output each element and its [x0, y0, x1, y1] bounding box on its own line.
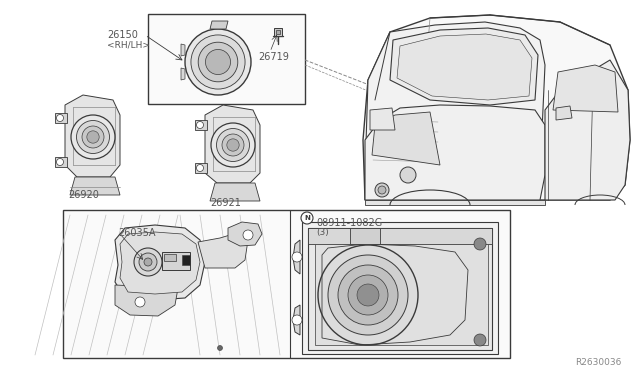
Circle shape	[216, 128, 250, 161]
Bar	[55, 157, 67, 167]
Circle shape	[144, 258, 152, 266]
Polygon shape	[365, 105, 545, 200]
Circle shape	[71, 115, 115, 159]
Polygon shape	[556, 106, 572, 120]
Text: 26719: 26719	[258, 52, 289, 62]
Polygon shape	[372, 112, 440, 165]
Bar	[195, 120, 207, 130]
Circle shape	[328, 255, 408, 335]
Text: 26920: 26920	[68, 190, 99, 200]
Polygon shape	[397, 34, 532, 100]
Circle shape	[56, 115, 63, 122]
Text: <RH/LH>: <RH/LH>	[107, 40, 150, 49]
Polygon shape	[120, 232, 200, 294]
Text: N: N	[304, 215, 310, 221]
Circle shape	[348, 275, 388, 315]
Circle shape	[191, 35, 245, 89]
Polygon shape	[228, 222, 262, 246]
Circle shape	[139, 253, 157, 271]
Polygon shape	[210, 183, 260, 201]
Bar	[55, 113, 67, 123]
Polygon shape	[70, 177, 120, 195]
Circle shape	[218, 346, 223, 350]
Polygon shape	[181, 68, 185, 80]
Text: 26035A: 26035A	[118, 228, 156, 238]
Text: 26150: 26150	[107, 30, 138, 40]
Circle shape	[301, 212, 313, 224]
Circle shape	[357, 284, 379, 306]
Polygon shape	[181, 44, 185, 56]
Polygon shape	[210, 21, 228, 29]
Circle shape	[135, 297, 145, 307]
Circle shape	[474, 238, 486, 250]
Circle shape	[198, 42, 238, 82]
Circle shape	[222, 134, 244, 156]
Bar	[276, 30, 280, 34]
Polygon shape	[300, 220, 500, 355]
Polygon shape	[65, 95, 120, 177]
Bar	[164, 254, 176, 261]
Circle shape	[77, 121, 109, 154]
Circle shape	[292, 315, 302, 325]
Text: 26921: 26921	[210, 198, 241, 208]
Circle shape	[400, 167, 416, 183]
Polygon shape	[363, 15, 630, 200]
Bar	[162, 252, 190, 270]
Circle shape	[134, 248, 162, 276]
Text: R2630036: R2630036	[575, 358, 621, 367]
Circle shape	[378, 186, 386, 194]
Polygon shape	[293, 240, 300, 274]
Text: (3): (3)	[316, 228, 329, 237]
Bar	[148, 14, 305, 104]
Polygon shape	[365, 200, 545, 205]
Bar	[182, 255, 190, 265]
Circle shape	[474, 334, 486, 346]
Circle shape	[185, 29, 251, 95]
Circle shape	[56, 158, 63, 166]
Text: 08911-1082G: 08911-1082G	[316, 218, 382, 228]
Bar	[195, 163, 207, 173]
Circle shape	[338, 265, 398, 325]
Polygon shape	[370, 108, 395, 130]
Polygon shape	[315, 244, 488, 345]
Polygon shape	[553, 65, 618, 112]
Circle shape	[227, 139, 239, 151]
Circle shape	[82, 126, 104, 148]
Bar	[308, 228, 492, 244]
Polygon shape	[293, 305, 300, 335]
Circle shape	[243, 230, 253, 240]
Polygon shape	[115, 285, 178, 316]
Circle shape	[196, 164, 204, 171]
Circle shape	[292, 252, 302, 262]
Polygon shape	[545, 60, 630, 200]
Circle shape	[87, 131, 99, 143]
Polygon shape	[308, 228, 492, 350]
Bar	[350, 228, 380, 244]
Bar	[302, 222, 498, 354]
Polygon shape	[115, 225, 205, 300]
Circle shape	[196, 122, 204, 128]
Polygon shape	[205, 105, 260, 183]
Bar	[274, 28, 282, 36]
Polygon shape	[365, 22, 545, 175]
Circle shape	[375, 183, 389, 197]
Bar	[63, 210, 510, 358]
Circle shape	[205, 49, 230, 74]
Polygon shape	[198, 232, 248, 268]
Circle shape	[318, 245, 418, 345]
Polygon shape	[390, 28, 538, 105]
Circle shape	[211, 123, 255, 167]
